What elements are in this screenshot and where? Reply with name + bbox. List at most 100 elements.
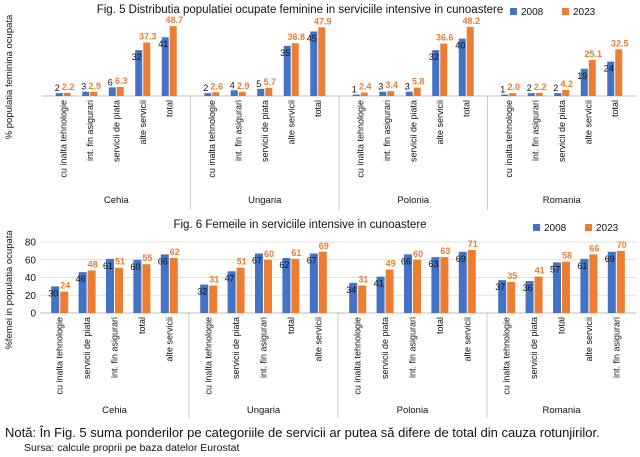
data-label-2008: 67 <box>252 256 262 266</box>
data-label-2008: 34 <box>346 285 356 295</box>
bar-2023 <box>60 291 69 313</box>
bar-2023 <box>562 261 570 313</box>
data-label-2008: 32 <box>132 52 142 62</box>
bar-2008 <box>282 257 291 313</box>
data-label-2008: 57 <box>550 264 560 274</box>
data-label-2023: 36.8 <box>287 32 305 42</box>
bar-2008 <box>283 45 291 96</box>
source-line: Sursa: calcule proprii pe baza datelor E… <box>24 442 240 454</box>
data-label-2023: 31 <box>209 274 219 284</box>
category-label: servicii de piata <box>529 317 539 379</box>
bar-2023 <box>318 251 327 313</box>
bar-2008 <box>133 259 142 313</box>
bar-2008 <box>376 276 385 313</box>
bar-2023 <box>142 264 151 313</box>
y-tick-label: 40 <box>25 273 37 284</box>
bar-2008 <box>230 90 238 96</box>
country-label: Cehia <box>104 195 130 206</box>
bar-2023 <box>291 258 300 313</box>
country-label: Romania <box>543 195 582 206</box>
bar-2008 <box>527 93 535 96</box>
data-label-2023: 24 <box>60 281 70 291</box>
bar-2023 <box>562 89 570 96</box>
bar-2023 <box>265 87 273 96</box>
category-label: alte servicii <box>138 100 148 145</box>
data-label-2023: 61 <box>291 248 301 258</box>
data-label-2008: 1 <box>352 85 357 95</box>
category-label: servicii de piata <box>111 100 121 162</box>
data-label-2008: 3 <box>405 82 410 92</box>
bar-2008 <box>498 280 507 313</box>
data-label-2023: 48.7 <box>165 15 183 25</box>
bar-2023 <box>291 43 299 96</box>
legend-label-2023: 2023 <box>573 7 596 18</box>
data-label-2023: 60 <box>413 249 423 259</box>
category-label: alte servicii <box>313 317 323 362</box>
bar-2023 <box>385 269 394 313</box>
data-label-2023: 2.2 <box>534 82 547 92</box>
data-label-2023: 6.3 <box>115 76 128 86</box>
category-label: int. fin asigurari <box>611 317 621 378</box>
bar-2023 <box>509 93 517 96</box>
data-label-2008: 66 <box>401 256 411 266</box>
data-label-2008: 62 <box>279 260 289 270</box>
country-label: Ungaria <box>247 405 281 416</box>
bar-2008 <box>553 262 561 313</box>
bar-2023 <box>413 259 421 313</box>
y-axis-label: %femei in populatia ocupata <box>4 230 15 350</box>
data-label-2023: 5.8 <box>412 77 425 87</box>
category-label: total <box>435 317 445 334</box>
data-label-2008: 46 <box>76 274 86 284</box>
data-label-2023: 31 <box>358 274 368 284</box>
chart-title: Fig. 6 Femeile in serviciile intensive i… <box>173 219 426 231</box>
data-label-2008: 6 <box>108 77 113 87</box>
data-label-2023: 47.9 <box>314 16 332 26</box>
bar-2008 <box>404 254 412 313</box>
bar-2008 <box>106 258 114 313</box>
bar-2008 <box>379 91 387 96</box>
bar-2023 <box>534 276 543 313</box>
bar-2023 <box>507 281 516 313</box>
data-label-2023: 55 <box>142 253 152 263</box>
bar-2008 <box>352 94 360 96</box>
bar-2008 <box>525 281 534 313</box>
bar-2008 <box>82 91 90 96</box>
bar-2008 <box>580 258 589 313</box>
category-label: total <box>313 100 323 117</box>
bar-2008 <box>349 282 358 313</box>
bar-2023 <box>116 86 124 96</box>
category-label: cu inalta tehnologie <box>58 100 68 178</box>
data-label-2023: 70 <box>617 240 627 250</box>
data-label-2023: 2.2 <box>62 82 75 92</box>
bar-2023 <box>212 92 220 96</box>
bar-2023 <box>87 270 96 313</box>
category-label: total <box>286 317 296 334</box>
category-label: servicii de piata <box>231 317 241 379</box>
category-label: int. fin asigurari <box>382 100 392 161</box>
data-label-2008: 2 <box>553 83 558 93</box>
bar-2008 <box>161 37 169 96</box>
bar-2008 <box>458 251 467 313</box>
data-label-2008: 24 <box>604 64 614 74</box>
legend-label-2023: 2023 <box>596 223 619 234</box>
category-label: int. fin asigurari <box>259 317 269 378</box>
bar-2023 <box>387 91 395 96</box>
bar-2023 <box>466 26 474 96</box>
bar-2023 <box>440 43 448 96</box>
data-label-2023: 3.4 <box>385 80 398 90</box>
data-label-2008: 67 <box>307 256 317 266</box>
data-label-2023: 2.4 <box>359 82 372 92</box>
bar-2008 <box>135 50 143 96</box>
bar-2008 <box>607 251 616 313</box>
category-label: alte servicii <box>164 317 174 362</box>
category-label: servicii de piata <box>260 100 270 162</box>
bar-2023 <box>90 91 98 96</box>
data-label-2008: 47 <box>225 273 235 283</box>
category-label: total <box>610 100 620 117</box>
bar-2008 <box>255 253 263 313</box>
category-label: int. fin asigurari <box>408 317 418 378</box>
data-label-2023: 62 <box>170 247 180 257</box>
category-label: cu inalta tehnologie <box>55 317 65 395</box>
bar-2008 <box>51 286 60 313</box>
bar-2023 <box>588 60 596 96</box>
